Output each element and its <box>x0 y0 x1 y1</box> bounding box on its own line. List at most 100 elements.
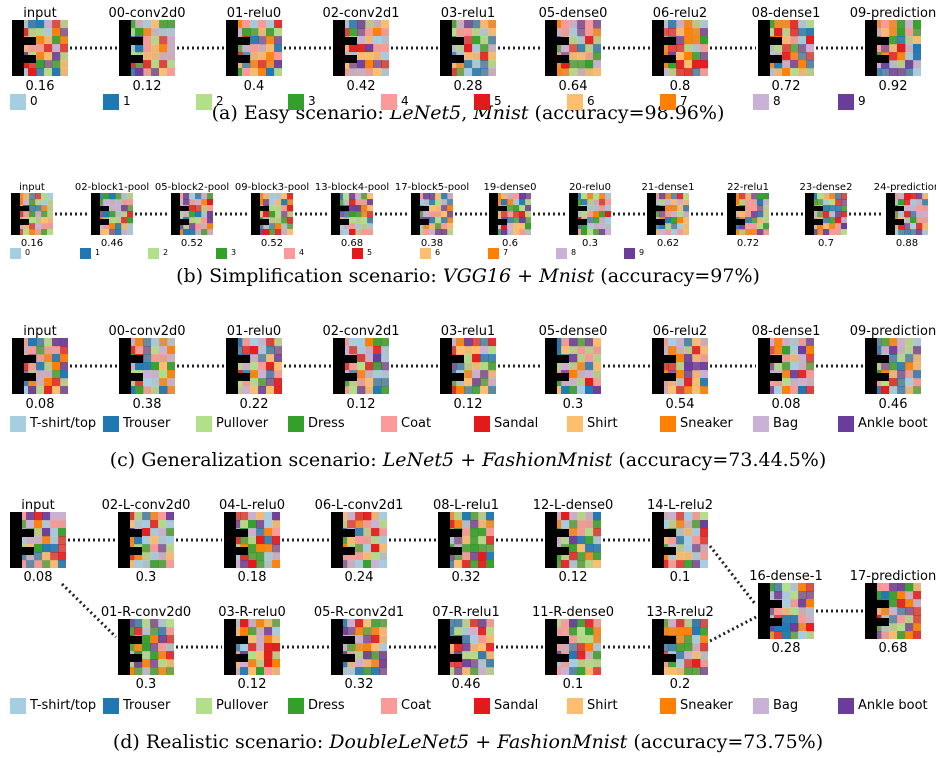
layer-label: input <box>19 182 45 193</box>
heatmap-cell <box>676 386 685 394</box>
heatmap-cell <box>256 635 265 644</box>
heatmap-cell <box>355 223 362 230</box>
heatmap-cell <box>258 362 267 371</box>
heatmap-cell <box>240 560 249 568</box>
heatmap-cell <box>361 199 368 206</box>
mask-region <box>877 36 889 45</box>
heatmap-cell <box>585 520 594 529</box>
heatmap-cell <box>115 205 122 212</box>
layer-score: 0.52 <box>260 238 284 249</box>
heatmap-cell <box>585 667 594 675</box>
heatmap-cell <box>577 386 586 394</box>
heatmap-cell <box>143 44 152 53</box>
heatmap-cell <box>581 211 588 218</box>
legend-swatch <box>196 698 212 714</box>
legend-label: 4 <box>401 94 409 108</box>
heatmap-cell <box>29 223 36 230</box>
heatmap-cell <box>692 667 701 675</box>
legend-swatch <box>10 416 26 432</box>
heatmap-cell <box>889 68 898 76</box>
heatmap-cell <box>806 36 814 45</box>
heatmap-cell <box>700 44 708 53</box>
heatmap-cell <box>823 223 830 230</box>
heatmap-cell <box>593 560 601 568</box>
mask-region <box>340 219 349 225</box>
heatmap-cell <box>158 536 167 545</box>
mask-region <box>118 619 131 675</box>
heatmap-cell <box>668 512 677 521</box>
heatmap-cell <box>472 370 481 379</box>
heatmap-cell <box>763 205 769 212</box>
heatmap-cell <box>44 346 53 355</box>
heatmap-cell <box>150 536 159 545</box>
heatmap-cell <box>881 591 890 600</box>
heatmap-cell <box>585 370 594 379</box>
heatmap-cell <box>488 68 496 76</box>
heatmap-cell <box>569 635 578 644</box>
heatmap-cell <box>266 354 275 363</box>
heatmap-cell <box>159 346 168 355</box>
heatmap-cell <box>593 205 600 212</box>
heatmap-cell <box>577 544 586 553</box>
heatmap-cell <box>150 643 159 652</box>
heatmap-cell <box>41 193 48 200</box>
heatmap-cell <box>44 386 53 394</box>
heatmap-cell <box>739 199 746 206</box>
heatmap-cell <box>266 36 275 45</box>
heatmap-cell <box>605 229 611 235</box>
attribution-map <box>333 338 389 394</box>
heatmap-cell <box>486 627 494 636</box>
heatmap-cell <box>447 211 453 218</box>
heatmap-cell <box>135 20 144 29</box>
heatmap-cell <box>97 199 104 206</box>
heatmap-cell <box>495 199 502 206</box>
heatmap-cell <box>423 211 430 218</box>
heatmap-cell <box>889 378 898 387</box>
mask-region <box>331 512 344 568</box>
heatmap-cell <box>272 643 280 652</box>
legend-swatch <box>838 698 854 714</box>
heatmap-cell <box>464 362 473 371</box>
heatmap-cell <box>167 378 175 387</box>
heatmap-cell <box>250 386 259 394</box>
heatmap-cell <box>462 512 471 521</box>
heatmap-cell <box>151 60 160 69</box>
mask-region <box>578 219 587 225</box>
mask-region <box>11 193 21 235</box>
heatmap-cell <box>782 36 791 45</box>
heatmap-cell <box>26 552 35 561</box>
heatmap-cell <box>692 627 701 636</box>
heatmap-cell <box>889 44 898 53</box>
heatmap-cell <box>913 354 921 363</box>
heatmap-cell <box>472 20 481 29</box>
heatmap-cell <box>52 28 61 37</box>
heatmap-cell <box>881 28 890 37</box>
heatmap-cell <box>700 528 708 537</box>
heatmap-cell <box>166 560 174 568</box>
heatmap-cell <box>337 223 344 230</box>
heatmap-cell <box>248 651 257 660</box>
layer-label: 06-L-conv2d1 <box>314 498 404 513</box>
heatmap-cell <box>143 52 152 61</box>
heatmap-cell <box>585 544 594 553</box>
heatmap-cell <box>897 623 906 632</box>
heatmap-cell <box>109 217 116 224</box>
heatmap-cell <box>150 512 159 521</box>
heatmap-cell <box>916 199 923 206</box>
heatmap-cell <box>790 370 799 379</box>
heatmap-cell <box>881 20 890 29</box>
heatmap-cell <box>367 193 373 200</box>
layer-score: 0.1 <box>562 677 584 692</box>
heatmap-cell <box>577 528 586 537</box>
heatmap-cell <box>757 223 764 230</box>
heatmap-cell <box>889 362 898 371</box>
heatmap-cell <box>381 20 389 29</box>
heatmap-cell <box>464 346 473 355</box>
heatmap-cell <box>806 370 814 379</box>
heatmap-cell <box>240 627 249 636</box>
heatmap-cell <box>683 193 689 200</box>
legend-label: Dress <box>308 416 345 431</box>
layer-score: 0.16 <box>20 238 44 249</box>
heatmap-cell <box>892 199 899 206</box>
